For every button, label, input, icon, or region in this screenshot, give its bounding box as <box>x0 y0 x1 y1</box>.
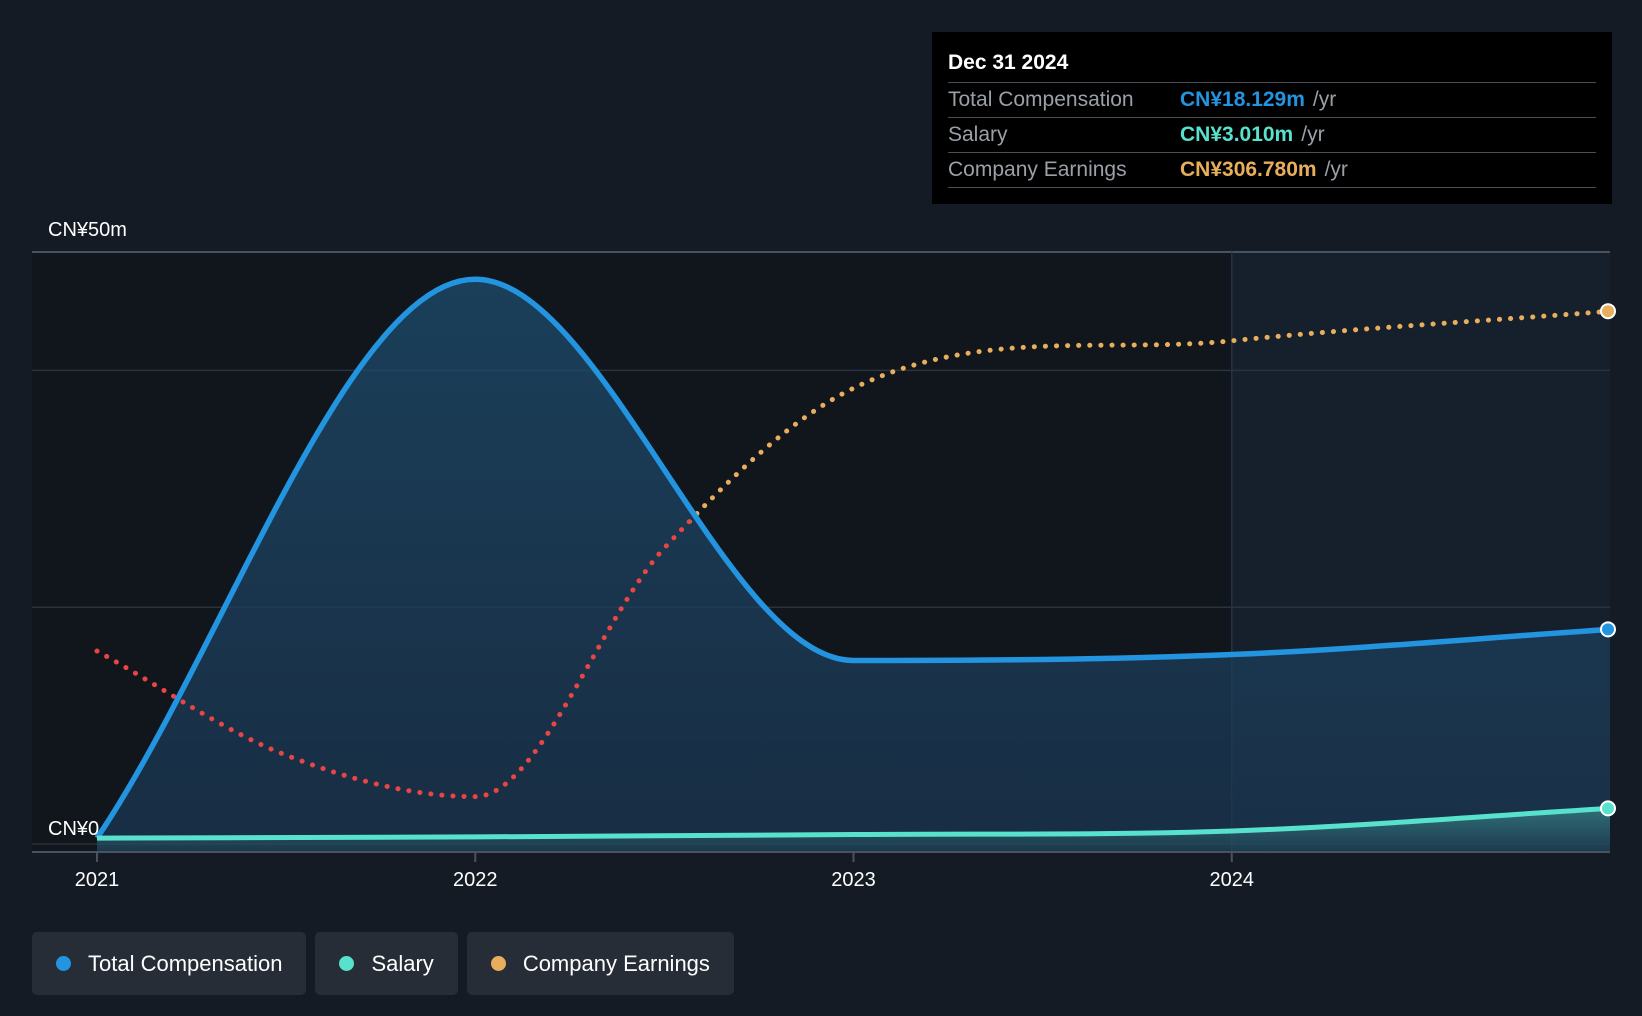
legend-label: Company Earnings <box>522 950 710 976</box>
x-tick-label: 2023 <box>831 869 876 891</box>
tooltip-value: CN¥306.780m <box>1180 158 1317 181</box>
legend-item-company-earnings[interactable]: Company Earnings <box>466 932 734 995</box>
company-earnings-line-negative <box>94 516 691 800</box>
tooltip: Dec 31 2024 Total Compensation CN¥18.129… <box>932 32 1612 204</box>
tooltip-label: Total Compensation <box>948 88 1134 111</box>
legend-dot-icon <box>490 956 506 971</box>
company-earnings-end-marker[interactable] <box>1600 303 1616 320</box>
tooltip-row-total-compensation: Total Compensation CN¥18.129m /yr <box>948 82 1596 117</box>
tooltip-unit: /yr <box>1324 158 1348 181</box>
total-compensation-end-marker[interactable] <box>1600 621 1616 638</box>
legend-dot-icon <box>56 956 71 971</box>
x-tick-label: 2021 <box>75 869 120 891</box>
x-tick-label: 2022 <box>453 869 498 891</box>
total-compensation-line <box>94 276 1611 840</box>
legend-label: Total Compensation <box>88 950 283 976</box>
legend: Total Compensation Salary Company Earnin… <box>32 932 734 995</box>
tooltip-unit: /yr <box>1301 123 1325 146</box>
legend-label: Salary <box>371 950 434 976</box>
tooltip-unit: /yr <box>1312 88 1337 111</box>
tooltip-row-salary: Salary CN¥3.010m /yr <box>948 117 1596 152</box>
salary-line <box>96 805 1611 841</box>
tooltip-value: CN¥18.129m <box>1180 88 1305 111</box>
salary-area <box>97 808 1610 852</box>
tooltip-label: Salary <box>948 123 1008 146</box>
total-compensation-area <box>97 279 1610 852</box>
tooltip-label: Company Earnings <box>948 158 1127 181</box>
x-tick-label: 2024 <box>1210 869 1255 891</box>
tooltip-row-company-earnings: Company Earnings CN¥306.780m /yr <box>948 152 1596 188</box>
legend-item-salary[interactable]: Salary <box>315 932 458 995</box>
legend-item-total-compensation[interactable]: Total Compensation <box>32 932 307 995</box>
x-axis-ticks: 2021 2022 2023 2024 <box>75 852 1254 891</box>
tooltip-value: CN¥3.010m <box>1180 123 1294 146</box>
tooltip-date: Dec 31 2024 <box>948 51 1069 74</box>
y-tick-label-top: CN¥50m <box>48 219 127 241</box>
y-tick-label-bottom: CN¥0 <box>48 818 99 840</box>
salary-end-marker[interactable] <box>1600 800 1616 817</box>
legend-dot-icon <box>339 956 355 971</box>
